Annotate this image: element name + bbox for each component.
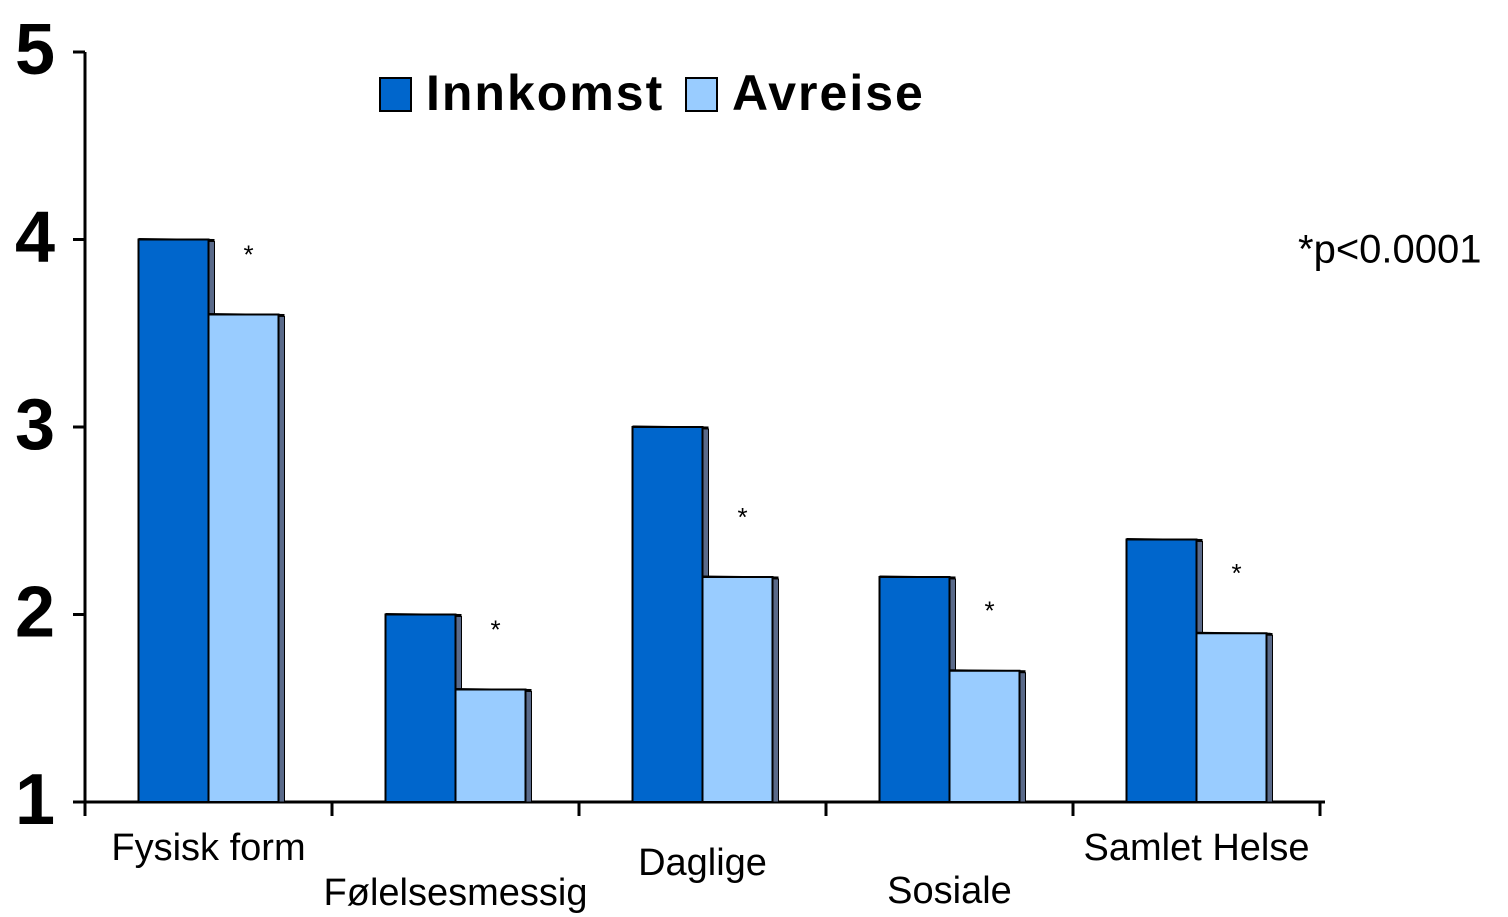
annotation: * xyxy=(984,596,994,626)
annotation: * xyxy=(1231,558,1241,588)
bar xyxy=(701,576,774,803)
bar xyxy=(137,238,210,803)
annotation: * xyxy=(490,614,500,644)
y-tick-label: 2 xyxy=(15,573,55,653)
bar xyxy=(631,426,704,803)
legend-label: Avreise xyxy=(732,65,925,121)
x-tick-label: Følelsesmessig xyxy=(324,872,588,914)
y-tick-label: 3 xyxy=(15,385,55,465)
bar xyxy=(207,313,280,803)
x-tick-label: Samlet Helse xyxy=(1084,827,1310,869)
note: *p<0.0001 xyxy=(1298,228,1482,272)
bar xyxy=(878,576,951,803)
y-tick-label: 5 xyxy=(15,10,55,90)
x-tick-label: Sosiale xyxy=(887,870,1012,912)
legend-swatch xyxy=(379,77,412,112)
annotation: * xyxy=(737,502,747,532)
y-tick-label: 1 xyxy=(15,760,55,840)
bar xyxy=(1125,538,1198,803)
y-tick-label: 4 xyxy=(15,198,55,278)
legend-label: Innkomst xyxy=(426,65,664,121)
x-tick-label: Fysisk form xyxy=(111,827,305,869)
annotation: * xyxy=(243,239,253,269)
legend-swatch xyxy=(685,77,718,112)
bar xyxy=(454,688,527,803)
bar xyxy=(1195,632,1268,803)
bar xyxy=(948,669,1021,803)
x-tick-label: Daglige xyxy=(638,842,767,884)
bar xyxy=(384,613,457,803)
